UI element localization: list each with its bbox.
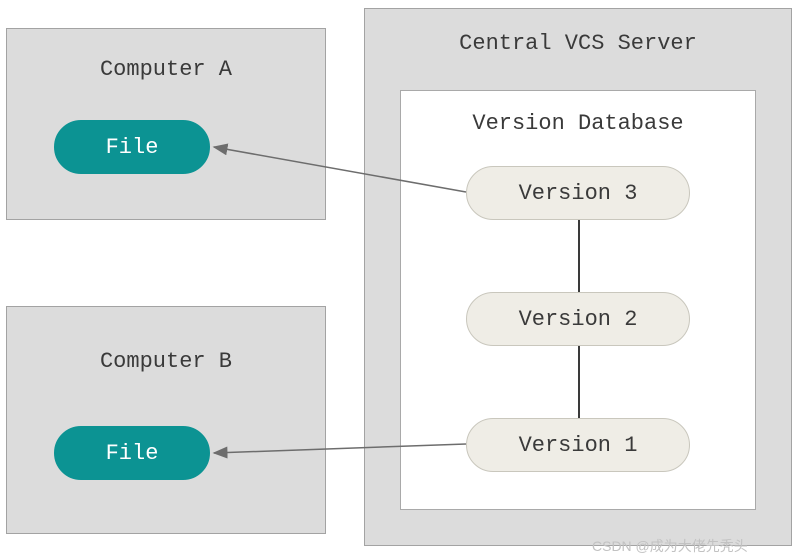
computer-a-title: Computer A <box>7 29 325 82</box>
version-3-pill: Version 3 <box>466 166 690 220</box>
computer-b-panel: Computer B <box>6 306 326 534</box>
version-connector <box>578 346 580 418</box>
computer-b-file-pill: File <box>54 426 210 480</box>
computer-a-file-pill: File <box>54 120 210 174</box>
version-2-label: Version 2 <box>519 307 638 332</box>
computer-a-file-label: File <box>106 135 159 160</box>
computer-b-file-label: File <box>106 441 159 466</box>
version-database-title: Version Database <box>401 91 755 136</box>
version-2-pill: Version 2 <box>466 292 690 346</box>
server-title: Central VCS Server <box>365 9 791 56</box>
watermark-text: CSDN @成为大佬先秃头 <box>592 536 748 556</box>
version-3-label: Version 3 <box>519 181 638 206</box>
version-1-pill: Version 1 <box>466 418 690 472</box>
version-connector <box>578 220 580 292</box>
version-1-label: Version 1 <box>519 433 638 458</box>
computer-b-title: Computer B <box>7 307 325 374</box>
